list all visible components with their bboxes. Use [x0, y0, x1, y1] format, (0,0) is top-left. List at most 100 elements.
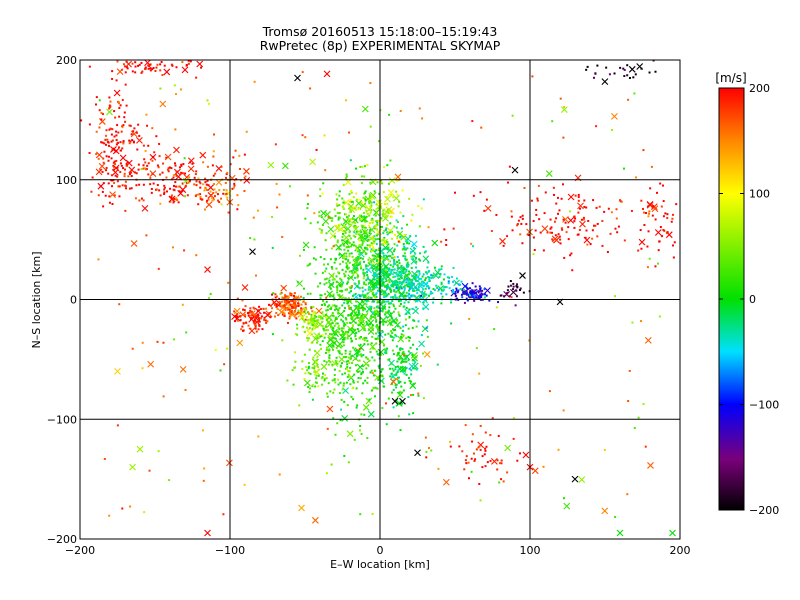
- data-point: [333, 308, 336, 311]
- data-point: [302, 307, 305, 310]
- data-point: [346, 302, 349, 305]
- data-point: [301, 367, 304, 370]
- data-point: [329, 361, 332, 364]
- data-point: [397, 205, 400, 208]
- data-point: [385, 349, 388, 352]
- data-point: [375, 243, 378, 246]
- data-point: [404, 357, 407, 360]
- data-point: [306, 369, 309, 372]
- data-point: [357, 330, 360, 333]
- data-point: [368, 246, 371, 249]
- data-point: [387, 243, 390, 246]
- data-point: [383, 239, 386, 242]
- y-tick-label: 0: [70, 294, 77, 307]
- data-point: [425, 326, 428, 329]
- data-point: [400, 336, 403, 339]
- data-point: [632, 76, 635, 79]
- data-point: [658, 240, 661, 243]
- data-point: [409, 352, 412, 355]
- data-point: [346, 363, 349, 366]
- data-point: [242, 322, 245, 325]
- data-point: [562, 183, 565, 186]
- data-point: [137, 123, 140, 126]
- data-point: [389, 334, 392, 337]
- data-point: [407, 301, 410, 304]
- data-point: [377, 378, 380, 381]
- data-point: [339, 263, 342, 266]
- data-point: [552, 193, 555, 196]
- data-point: [355, 262, 358, 265]
- data-point: [368, 232, 371, 235]
- data-point: [116, 166, 119, 169]
- data-point: [392, 250, 395, 253]
- data-point: [558, 235, 561, 238]
- data-point: [508, 165, 511, 168]
- data-point: [330, 266, 333, 269]
- data-point-x-marker: [168, 195, 176, 203]
- data-point: [355, 349, 358, 352]
- data-point: [172, 188, 175, 191]
- data-point: [97, 157, 100, 160]
- data-point-x-marker: [313, 332, 321, 340]
- data-point-x-marker: [393, 194, 400, 202]
- data-point-x-marker: [421, 296, 429, 304]
- data-point: [362, 316, 365, 319]
- data-point: [346, 267, 349, 270]
- data-point: [358, 198, 361, 201]
- data-point: [331, 267, 334, 270]
- data-point: [359, 219, 362, 222]
- data-point-x-marker: [302, 241, 310, 249]
- data-point: [609, 232, 612, 235]
- data-point: [341, 314, 344, 317]
- data-point: [80, 119, 83, 122]
- data-point-x-marker: [327, 334, 335, 342]
- data-point: [539, 231, 542, 234]
- data-point: [159, 194, 162, 197]
- data-point: [408, 278, 411, 281]
- data-point: [334, 215, 337, 218]
- data-point: [271, 293, 274, 296]
- data-point: [97, 258, 100, 261]
- data-point: [333, 297, 336, 300]
- data-point: [372, 267, 375, 270]
- data-point: [357, 281, 360, 284]
- data-point: [312, 305, 315, 308]
- data-point: [572, 216, 575, 219]
- data-point: [428, 276, 431, 279]
- data-point: [393, 305, 396, 308]
- data-point: [204, 181, 207, 184]
- data-point: [615, 217, 618, 220]
- data-point: [363, 197, 366, 200]
- data-point: [452, 291, 455, 294]
- data-point: [205, 183, 208, 186]
- data-point: [233, 182, 236, 185]
- data-point: [324, 169, 327, 172]
- data-point: [335, 193, 338, 196]
- data-point: [279, 292, 282, 295]
- data-point: [405, 258, 408, 261]
- data-point: [506, 235, 509, 238]
- data-point: [344, 297, 347, 300]
- data-point: [109, 105, 112, 108]
- data-point: [185, 181, 188, 184]
- data-point: [402, 389, 405, 392]
- data-point: [310, 316, 313, 319]
- data-point: [580, 218, 583, 221]
- data-point: [117, 185, 120, 188]
- data-point: [136, 148, 139, 151]
- data-point-x-marker: [519, 272, 526, 279]
- data-point: [452, 227, 455, 230]
- data-point: [332, 293, 335, 296]
- data-point: [355, 370, 358, 373]
- data-point: [352, 346, 355, 349]
- data-point: [385, 254, 388, 257]
- data-point: [426, 266, 429, 269]
- data-point: [646, 266, 649, 269]
- data-point: [409, 346, 412, 349]
- data-point: [372, 300, 375, 303]
- data-point: [396, 360, 399, 363]
- data-point: [377, 329, 380, 332]
- data-point: [113, 110, 116, 113]
- data-point: [405, 291, 408, 294]
- data-point-x-marker: [342, 239, 349, 246]
